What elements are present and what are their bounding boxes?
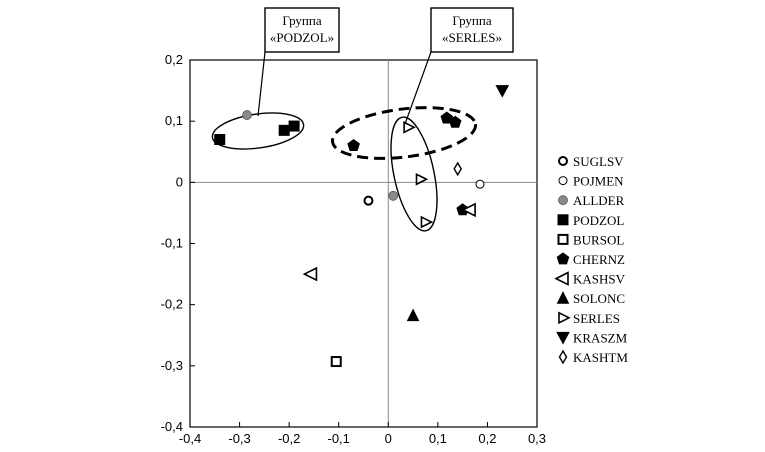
point-allder-2 [388, 190, 399, 201]
podzol-callout-line2: «PODZOL» [270, 30, 334, 45]
y-tick-label: -0,3 [161, 358, 183, 373]
point-podzol-3 [288, 120, 300, 132]
legend-label-podzol: PODZOL [573, 213, 624, 228]
legend-label-solonc: SOLONC [573, 291, 625, 306]
podzol-group-ellipse [211, 112, 305, 150]
point-allder-1 [242, 110, 252, 120]
serles-callout-leader [404, 51, 432, 125]
legend-marker-kraszm [556, 331, 570, 345]
legend-marker-bursol [557, 233, 569, 245]
point-kashsv-2 [461, 202, 476, 218]
y-tick-label: 0,2 [165, 52, 183, 67]
x-tick-label: -0,1 [328, 431, 350, 446]
legend-marker-podzol [557, 214, 569, 226]
legend-marker-chernz [556, 252, 570, 265]
legend-marker-suglsv [558, 156, 568, 166]
callouts: Группа «PODZOL» Группа «SERLES» [257, 7, 514, 125]
point-serles-2 [415, 172, 429, 186]
serles-callout-line2: «SERLES» [442, 30, 502, 45]
x-tick-label: -0,3 [228, 431, 250, 446]
legend-label-pojmen: POJMEN [573, 174, 624, 189]
data-markers [214, 85, 510, 368]
serles-group-ellipse [390, 116, 438, 232]
point-solonc-1 [406, 308, 420, 322]
chernz-group-ellipse [330, 106, 478, 160]
legend-marker-serles [558, 311, 571, 325]
x-tick-label: -0,4 [179, 431, 201, 446]
x-tick-label: 0,1 [429, 431, 447, 446]
legend-marker-allder [558, 195, 568, 206]
y-tick-label: -0,2 [161, 297, 183, 312]
point-podzol-2 [278, 124, 290, 136]
legend-label-allder: ALLDER [573, 193, 625, 208]
legend-marker-kashtm [558, 349, 568, 365]
point-serles-3 [420, 215, 434, 229]
legend-label-kashsv: KASHSV [573, 272, 626, 287]
y-tick-label: -0,4 [161, 419, 183, 434]
podzol-callout-line1: Группа [282, 13, 321, 28]
y-tick-label: -0,1 [161, 236, 183, 251]
podzol-callout-box [264, 7, 340, 53]
point-bursol-1 [330, 356, 342, 368]
legend-marker-pojmen [558, 176, 568, 186]
point-chernz-3 [448, 115, 462, 128]
point-suglsv-1 [363, 195, 374, 206]
serles-callout-line1: Группа [452, 13, 491, 28]
group-ellipses [211, 106, 478, 232]
legend-label-kraszm: KRASZM [573, 330, 628, 345]
serles-callout-box [430, 7, 514, 53]
point-serles-1 [403, 120, 416, 134]
axes-layer: -0,4 -0,3 -0,2 -0,1 0 0,1 0,2 0,3 0,2 0,1 0 -0,1 -0,… [161, 52, 546, 446]
y-tick-label: 0,1 [165, 113, 183, 128]
point-chernz-1 [347, 139, 360, 151]
legend-label-chernz: CHERNZ [573, 252, 625, 267]
point-pojmen-1 [475, 179, 485, 189]
point-kashsv-1 [302, 266, 318, 282]
point-kraszm-1 [495, 85, 510, 98]
legend-label-kashtm: KASHTM [573, 350, 628, 365]
legend-label-suglsv: SUGLSV [573, 154, 624, 169]
legend: SUGLSV POJMEN ALLDER PODZOL BURSOL CHERNZ KASH… [554, 154, 628, 365]
x-tick-label: -0,2 [278, 431, 300, 446]
legend-label-bursol: BURSOL [573, 232, 624, 247]
legend-marker-kashsv [554, 271, 569, 286]
y-tick-label: 0 [176, 174, 183, 189]
point-podzol-1 [214, 134, 226, 146]
legend-label-serles: SERLES [573, 311, 620, 326]
podzol-callout-leader [257, 51, 266, 117]
plot-frame [189, 59, 538, 428]
point-kashtm-1 [453, 161, 462, 177]
x-tick-label: 0,2 [478, 431, 496, 446]
x-tick-label: 0 [385, 431, 392, 446]
x-tick-label: 0,3 [528, 431, 546, 446]
legend-marker-solonc [556, 291, 570, 304]
